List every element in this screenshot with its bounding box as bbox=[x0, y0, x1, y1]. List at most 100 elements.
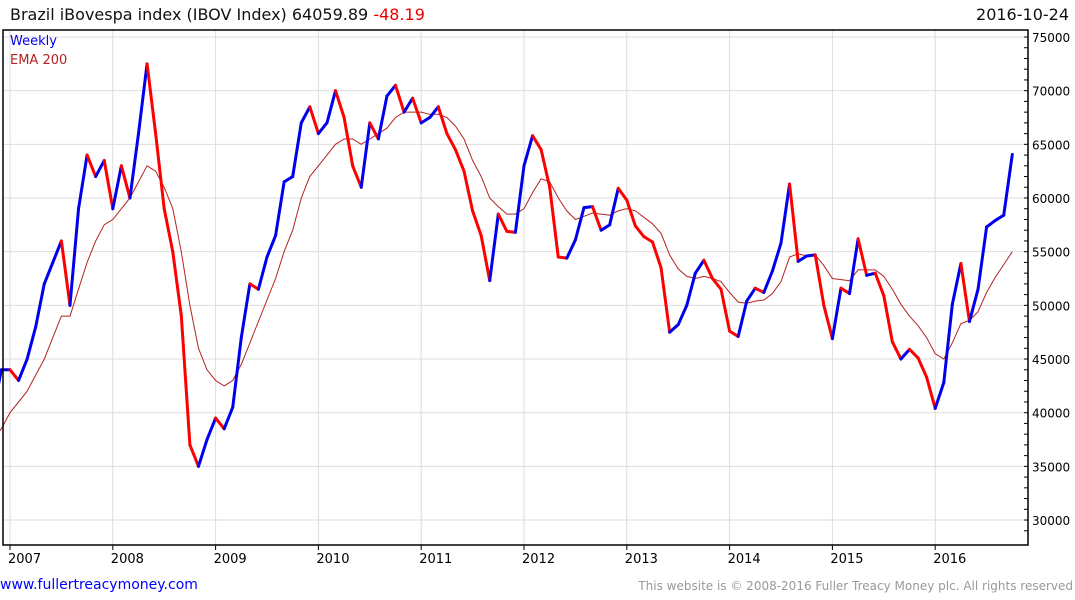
price-segment bbox=[196, 438, 209, 468]
price-segment bbox=[625, 198, 637, 228]
legend-ema: EMA 200 bbox=[10, 53, 67, 68]
price-segment bbox=[68, 207, 81, 307]
price-segment bbox=[128, 132, 140, 200]
price-segment bbox=[359, 121, 372, 189]
price-segment bbox=[265, 234, 278, 259]
x-tick-label: 2008 bbox=[111, 552, 144, 567]
price-segment bbox=[445, 132, 457, 152]
price-segment bbox=[916, 356, 929, 379]
price-segment bbox=[659, 266, 672, 334]
chart-title: Brazil iBovespa index (IBOV Index) 64059… bbox=[10, 5, 425, 24]
y-tick-label: 75000 bbox=[1032, 31, 1070, 45]
price-segment bbox=[162, 207, 175, 254]
price-segment bbox=[34, 282, 46, 329]
price-segment bbox=[17, 357, 29, 382]
price-segment bbox=[770, 241, 783, 273]
x-tick-label: 2010 bbox=[316, 552, 349, 567]
price-segment bbox=[950, 261, 963, 306]
x-tick-label: 2016 bbox=[933, 552, 966, 567]
price-segment bbox=[736, 299, 749, 338]
price-segment bbox=[479, 234, 492, 283]
website-link[interactable]: www.fullertreacymoney.com bbox=[0, 577, 198, 593]
price-segment bbox=[77, 153, 89, 211]
price-segment bbox=[839, 286, 852, 296]
price-segment bbox=[376, 94, 389, 141]
price-segment bbox=[539, 148, 552, 189]
price-segment bbox=[882, 294, 894, 344]
price-segment bbox=[471, 209, 483, 238]
price-segment bbox=[985, 219, 997, 229]
price-segment bbox=[453, 148, 466, 173]
price-segment bbox=[788, 182, 800, 263]
y-tick-label: 40000 bbox=[1032, 407, 1070, 421]
y-tick-label: 60000 bbox=[1032, 192, 1070, 206]
price-segment bbox=[608, 186, 620, 227]
price-segment bbox=[959, 261, 971, 323]
price-segment bbox=[59, 239, 72, 307]
x-tick-label: 2015 bbox=[830, 552, 863, 567]
price-segment bbox=[325, 89, 338, 125]
price-segment bbox=[531, 134, 543, 152]
price-segment bbox=[676, 303, 689, 327]
price-segment bbox=[873, 271, 886, 298]
price-segment bbox=[642, 235, 654, 244]
x-tick-label: 2011 bbox=[419, 552, 452, 567]
price-segment bbox=[351, 164, 363, 189]
price-segment bbox=[848, 237, 860, 296]
price-segment bbox=[411, 96, 423, 125]
price-segment bbox=[419, 116, 432, 125]
price-segment bbox=[599, 223, 612, 232]
price-segment bbox=[796, 254, 809, 263]
price-segment bbox=[205, 416, 218, 442]
price-segment bbox=[179, 314, 192, 447]
price-segment bbox=[8, 368, 21, 382]
price-segment bbox=[933, 381, 946, 410]
price-segment bbox=[385, 83, 397, 98]
price-segment bbox=[0, 368, 3, 385]
price-segment bbox=[291, 121, 303, 179]
price-segment bbox=[222, 405, 235, 431]
y-tick-label: 65000 bbox=[1032, 138, 1070, 152]
price-segment bbox=[548, 185, 560, 259]
price-segment bbox=[513, 164, 526, 234]
price-segment bbox=[137, 62, 149, 136]
price-segment bbox=[256, 255, 269, 291]
y-tick-label: 30000 bbox=[1032, 514, 1070, 528]
x-tick-label: 2007 bbox=[8, 552, 41, 567]
price-segment bbox=[976, 225, 989, 291]
price-segment bbox=[522, 134, 535, 168]
price-segment bbox=[248, 282, 260, 291]
price-segment bbox=[231, 336, 243, 409]
price-segment bbox=[51, 239, 63, 264]
price-segment bbox=[342, 116, 355, 168]
price-segment bbox=[908, 347, 920, 360]
x-tick-label: 2013 bbox=[625, 552, 658, 567]
price-segment bbox=[119, 164, 132, 200]
price-segment bbox=[890, 340, 903, 361]
ema-200-line bbox=[0, 111, 1013, 432]
y-tick-label: 45000 bbox=[1032, 353, 1070, 367]
title-text: Brazil iBovespa index (IBOV Index) 64059… bbox=[10, 5, 369, 24]
price-segment bbox=[462, 169, 475, 213]
price-segment bbox=[239, 282, 252, 340]
plot-frame bbox=[2, 29, 1029, 546]
price-segment bbox=[42, 260, 55, 286]
price-segment bbox=[102, 158, 115, 211]
price-segment bbox=[822, 303, 834, 341]
price-segment bbox=[428, 105, 440, 120]
price-change: -48.19 bbox=[373, 5, 425, 24]
price-segment bbox=[693, 258, 706, 275]
copyright-text: This website is © 2008-2016 Fuller Treac… bbox=[638, 579, 1073, 593]
price-segment bbox=[573, 206, 586, 242]
price-segment bbox=[308, 105, 320, 136]
price-segment bbox=[488, 212, 500, 283]
price-segment bbox=[394, 83, 406, 114]
price-segment bbox=[316, 121, 329, 136]
price-segment bbox=[171, 250, 183, 318]
price-segment bbox=[188, 443, 200, 468]
y-tick-label: 55000 bbox=[1032, 246, 1070, 260]
price-segment bbox=[1002, 152, 1014, 217]
price-segment bbox=[111, 164, 123, 211]
price-segment bbox=[925, 375, 937, 410]
